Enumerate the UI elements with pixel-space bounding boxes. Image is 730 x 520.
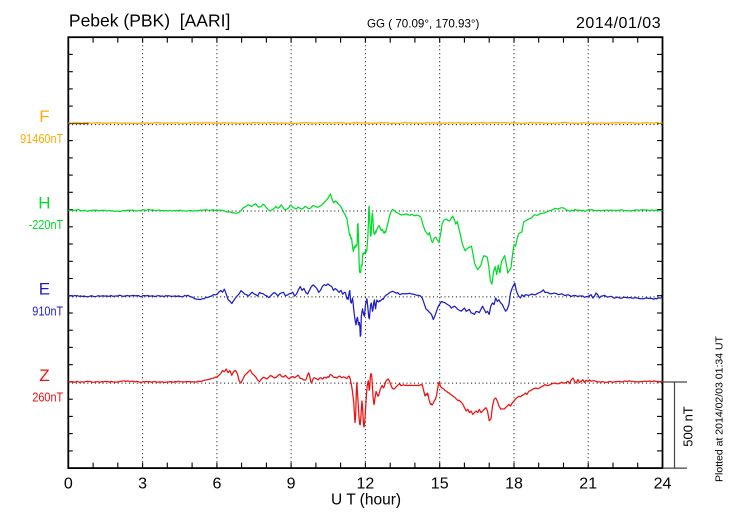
svg-text:260nT: 260nT [32, 390, 64, 405]
svg-text:9: 9 [287, 476, 296, 493]
svg-text:F: F [39, 107, 49, 126]
svg-text:U T (hour): U T (hour) [331, 492, 401, 509]
svg-text:Plotted at 2014/02/03 01:34 UT: Plotted at 2014/02/03 01:34 UT [714, 335, 726, 482]
svg-text:15: 15 [431, 476, 449, 493]
svg-text:H: H [38, 193, 50, 212]
svg-text:2014/01/03: 2014/01/03 [576, 15, 661, 32]
svg-text:Z: Z [39, 366, 49, 385]
svg-text:12: 12 [357, 476, 375, 493]
svg-text:GG ( 70.09°, 170.93°): GG ( 70.09°, 170.93°) [367, 17, 480, 30]
svg-text:E: E [39, 280, 50, 299]
svg-text:24: 24 [654, 476, 672, 493]
svg-text:Pebek (PBK) [AARI]: Pebek (PBK) [AARI] [69, 11, 230, 31]
svg-text:-220nT: -220nT [29, 217, 64, 232]
svg-text:18: 18 [505, 476, 523, 493]
svg-text:3: 3 [138, 476, 147, 493]
svg-text:500 nT: 500 nT [681, 406, 696, 447]
svg-text:6: 6 [212, 476, 221, 493]
svg-text:91460nT: 91460nT [20, 131, 64, 146]
svg-text:21: 21 [579, 476, 597, 493]
svg-text:910nT: 910nT [32, 303, 64, 318]
svg-text:0: 0 [64, 476, 73, 493]
